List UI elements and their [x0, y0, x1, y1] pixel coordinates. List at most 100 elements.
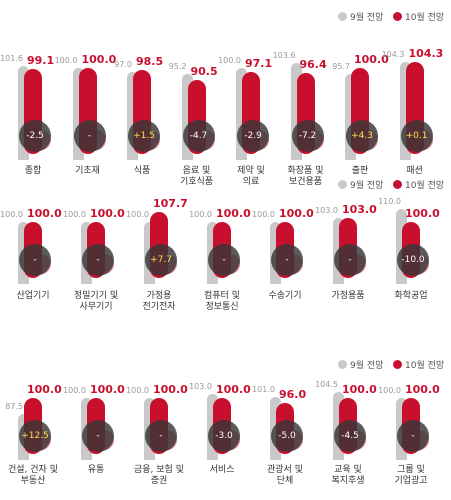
value-prev: 103.0 [315, 206, 338, 216]
change-badge: -10.0 [397, 244, 429, 276]
change-badge: - [271, 244, 303, 276]
change-badge: +7.7 [145, 244, 177, 276]
bar-prev [290, 63, 302, 160]
bar-prev [127, 71, 138, 160]
legend-label: 9월 전망 [350, 13, 384, 23]
value-prev: 100.0 [218, 56, 241, 65]
value-curr: 100.0 [405, 383, 440, 396]
category-label: 음료 및 기호식품 [179, 166, 214, 187]
bar-prev [399, 62, 411, 160]
change-badge: +0.1 [400, 120, 433, 152]
value-curr: 100.0 [216, 383, 251, 396]
bar-prev [345, 73, 356, 160]
bar-prev [72, 68, 84, 160]
value-prev: 100.0 [189, 210, 212, 219]
value-prev: 95.2 [168, 62, 187, 72]
value-prev: 101.6 [0, 53, 23, 63]
legend-label: 10월 전망 [405, 13, 445, 23]
value-curr: 98.5 [136, 54, 164, 68]
category-label: 화학공업 [394, 291, 428, 301]
change-badge: - [208, 244, 240, 276]
category-label: 식품 [133, 166, 151, 176]
value-curr: 100.0 [354, 53, 389, 66]
value-curr: 100.0 [90, 207, 125, 220]
bar-prev [181, 74, 193, 160]
value-prev: 100.0 [63, 210, 86, 219]
bar-prev [236, 68, 247, 160]
change-badge: -2.5 [19, 120, 51, 152]
change-badge: -3.0 [208, 420, 240, 452]
category-label: 교육 및 복지후생 [331, 465, 365, 486]
value-prev: 100.0 [252, 210, 275, 219]
legend-label: 10월 전망 [405, 361, 445, 371]
value-curr: 104.3 [408, 47, 444, 61]
value-prev: 103.0 [189, 382, 212, 392]
change-badge: -7.2 [291, 120, 324, 152]
category-label: 수송기기 [268, 291, 302, 301]
legend-swatch [393, 180, 402, 189]
value-curr: 100.0 [216, 207, 251, 220]
value-prev: 100.0 [0, 210, 23, 219]
value-curr: 100.0 [153, 383, 188, 396]
value-curr: 100.0 [279, 207, 314, 220]
value-prev: 100.0 [378, 386, 401, 395]
bar-prev [18, 65, 29, 160]
category-label: 출판 [351, 166, 369, 176]
value-prev: 87.5 [5, 402, 23, 412]
change-badge: -4.5 [334, 420, 366, 452]
category-label: 관광서 및 단체 [267, 465, 303, 486]
value-curr: 107.7 [153, 196, 188, 210]
value-prev: 110.0 [378, 197, 401, 206]
change-badge: - [397, 420, 429, 452]
value-curr: 100.0 [405, 207, 440, 220]
category-label: 가정용 전기전자 [142, 291, 176, 312]
change-badge: - [73, 120, 106, 152]
value-prev: 100.0 [126, 386, 149, 395]
category-label: 컴퓨터 및 정보통신 [204, 291, 240, 312]
value-curr: 96.0 [279, 388, 307, 402]
change-badge: - [82, 244, 114, 276]
value-curr: 100.0 [27, 383, 62, 396]
value-curr: 100.0 [27, 207, 62, 220]
category-label: 산업기기 [16, 291, 50, 301]
value-prev: 95.7 [332, 61, 350, 71]
value-curr: 99.1 [27, 54, 55, 68]
legend-swatch [393, 360, 402, 369]
category-label: 그룹 및 기업광고 [394, 465, 428, 486]
bar-prev [396, 209, 407, 284]
category-label: 건설, 건자 및 부동산 [8, 465, 58, 486]
value-curr: 100.0 [81, 53, 117, 66]
change-badge: -5.0 [271, 420, 303, 452]
change-badge: +12.5 [19, 420, 51, 452]
category-label: 화장품 및 보건용품 [287, 166, 324, 187]
change-badge: -4.7 [182, 120, 215, 152]
legend-label: 9월 전망 [350, 361, 384, 371]
value-curr: 100.0 [342, 383, 377, 396]
change-badge: +4.3 [346, 120, 378, 152]
legend-label: 9월 전망 [350, 181, 384, 191]
legend-swatch [393, 12, 402, 21]
change-badge: - [145, 420, 177, 452]
category-label: 유통 [87, 465, 105, 475]
value-curr: 100.0 [90, 383, 125, 396]
category-label: 정밀기기 및 사무기기 [73, 291, 119, 312]
legend-swatch [338, 12, 347, 21]
value-prev: 100.0 [54, 56, 78, 65]
value-prev: 100.0 [63, 386, 86, 395]
value-prev: 97.0 [114, 59, 132, 69]
value-curr: 103.0 [342, 203, 377, 217]
value-curr: 90.5 [190, 65, 218, 79]
change-badge: -2.9 [237, 120, 269, 152]
category-label: 패션 [406, 166, 423, 176]
value-prev: 104.3 [381, 50, 405, 60]
value-curr: 96.4 [299, 57, 327, 71]
category-label: 제약 및 의료 [237, 166, 265, 187]
value-curr: 97.1 [245, 56, 273, 70]
change-badge: - [334, 244, 366, 276]
value-prev: 103.6 [272, 51, 296, 61]
legend-swatch [338, 360, 347, 369]
category-label: 가정용품 [331, 291, 365, 301]
change-badge: - [19, 244, 51, 276]
value-prev: 101.0 [252, 384, 275, 394]
